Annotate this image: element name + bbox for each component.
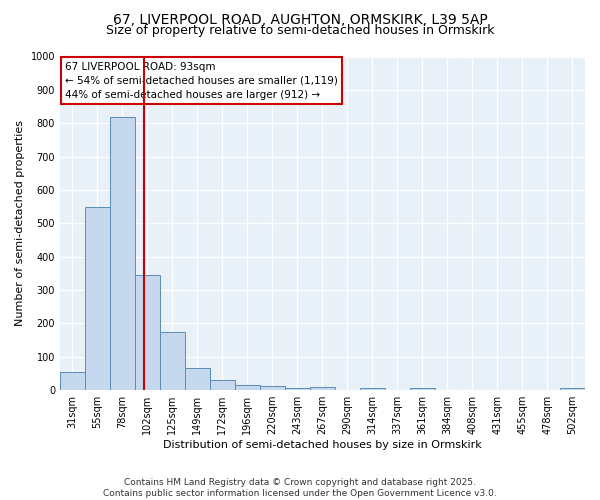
Bar xyxy=(260,386,285,390)
Bar xyxy=(110,116,135,390)
Bar xyxy=(285,388,310,390)
Bar xyxy=(410,388,435,390)
Text: Size of property relative to semi-detached houses in Ormskirk: Size of property relative to semi-detach… xyxy=(106,24,494,37)
Bar xyxy=(135,275,160,390)
Bar xyxy=(60,372,85,390)
Text: 67 LIVERPOOL ROAD: 93sqm
← 54% of semi-detached houses are smaller (1,119)
44% o: 67 LIVERPOOL ROAD: 93sqm ← 54% of semi-d… xyxy=(65,62,338,100)
Y-axis label: Number of semi-detached properties: Number of semi-detached properties xyxy=(15,120,25,326)
X-axis label: Distribution of semi-detached houses by size in Ormskirk: Distribution of semi-detached houses by … xyxy=(163,440,482,450)
Bar xyxy=(360,388,385,390)
Bar xyxy=(160,332,185,390)
Bar xyxy=(85,206,110,390)
Bar xyxy=(235,385,260,390)
Bar xyxy=(560,388,585,390)
Bar xyxy=(185,368,210,390)
Bar xyxy=(310,387,335,390)
Text: 67, LIVERPOOL ROAD, AUGHTON, ORMSKIRK, L39 5AP: 67, LIVERPOOL ROAD, AUGHTON, ORMSKIRK, L… xyxy=(113,12,487,26)
Bar xyxy=(210,380,235,390)
Text: Contains HM Land Registry data © Crown copyright and database right 2025.
Contai: Contains HM Land Registry data © Crown c… xyxy=(103,478,497,498)
